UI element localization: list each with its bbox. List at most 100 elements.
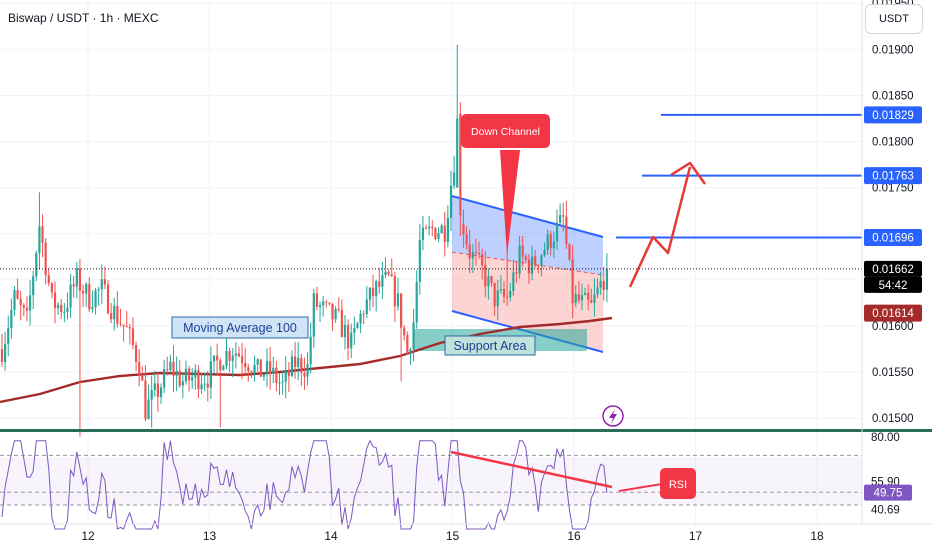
candle-body bbox=[187, 368, 191, 381]
candle bbox=[356, 321, 359, 329]
candle-body bbox=[515, 272, 518, 274]
moving-average-line bbox=[0, 316, 613, 404]
candle-body bbox=[415, 281, 418, 323]
candle-body bbox=[141, 374, 144, 381]
candle bbox=[515, 262, 518, 283]
channel-top-line bbox=[451, 195, 604, 238]
candle bbox=[113, 297, 116, 331]
candle bbox=[318, 301, 322, 322]
price-tick-label: 0.01600 bbox=[872, 321, 914, 333]
candle-body bbox=[387, 271, 390, 275]
rsi-callout-pointer bbox=[618, 483, 663, 492]
candle-body bbox=[81, 290, 85, 294]
candle bbox=[577, 281, 580, 304]
candle bbox=[181, 372, 184, 399]
candle-body bbox=[0, 349, 4, 362]
candle-body bbox=[38, 226, 41, 254]
candle-body bbox=[590, 299, 593, 303]
candle bbox=[72, 275, 75, 298]
candle bbox=[418, 224, 421, 295]
candle-body bbox=[325, 301, 328, 303]
candle bbox=[437, 227, 440, 243]
candle bbox=[493, 282, 496, 316]
candle-body bbox=[244, 362, 247, 368]
candle bbox=[41, 214, 44, 258]
candle-body bbox=[446, 217, 449, 243]
candle-body bbox=[10, 309, 13, 329]
candle bbox=[362, 310, 365, 325]
candle bbox=[368, 286, 372, 312]
candle bbox=[172, 345, 175, 393]
candle-body bbox=[178, 370, 181, 386]
candle-body bbox=[506, 296, 509, 298]
candle bbox=[565, 200, 568, 249]
candle bbox=[496, 279, 499, 321]
candle bbox=[225, 335, 228, 370]
candle-body bbox=[97, 289, 100, 291]
price-tick-label: 0.01750 bbox=[872, 183, 914, 195]
candle bbox=[28, 280, 32, 326]
candle bbox=[468, 229, 471, 274]
candle bbox=[106, 280, 110, 315]
candle-body bbox=[275, 367, 278, 383]
candle bbox=[384, 257, 387, 279]
candle-body bbox=[502, 288, 506, 297]
candle bbox=[131, 317, 135, 350]
candle bbox=[390, 258, 393, 277]
projection-path bbox=[628, 166, 692, 288]
currency-button[interactable]: USDT bbox=[865, 4, 923, 34]
candle-body bbox=[322, 301, 325, 306]
candle bbox=[206, 370, 209, 402]
candle bbox=[459, 102, 462, 237]
candle bbox=[178, 360, 181, 388]
candle bbox=[69, 273, 72, 319]
candle bbox=[278, 373, 281, 395]
candle bbox=[365, 286, 368, 318]
candle-body bbox=[434, 228, 437, 239]
candle bbox=[57, 302, 60, 315]
candle bbox=[421, 215, 425, 251]
price-tag bbox=[864, 276, 922, 293]
rsi-value-tag bbox=[864, 484, 912, 501]
candle-body bbox=[393, 275, 396, 307]
candle-body bbox=[306, 364, 309, 377]
price-tag bbox=[864, 167, 922, 185]
price-tag bbox=[864, 304, 922, 322]
candle-body bbox=[543, 250, 546, 256]
rsi-tick-label: 80.00 bbox=[871, 432, 900, 444]
candle bbox=[559, 203, 562, 225]
candle-body bbox=[431, 226, 434, 229]
candle bbox=[574, 285, 577, 308]
candle-body bbox=[287, 370, 290, 377]
price-tag bbox=[864, 260, 922, 277]
candle-body bbox=[209, 361, 213, 388]
candle-body bbox=[191, 377, 194, 381]
candle bbox=[552, 231, 555, 258]
candle-body bbox=[94, 290, 97, 307]
candle bbox=[100, 264, 103, 304]
candle-body bbox=[75, 268, 78, 287]
candle bbox=[119, 308, 122, 327]
candle-body bbox=[418, 240, 421, 282]
candle-body bbox=[465, 234, 468, 245]
rsi-callout-label: RSI bbox=[669, 479, 687, 491]
candle-body bbox=[443, 225, 446, 243]
candle-body bbox=[574, 294, 577, 304]
candle bbox=[203, 372, 206, 392]
candle-body bbox=[50, 283, 53, 293]
candle-body bbox=[474, 252, 478, 254]
price-tag-label: 54:42 bbox=[879, 280, 908, 292]
candle-body bbox=[459, 113, 462, 216]
candle-body bbox=[100, 279, 103, 290]
candle-body bbox=[596, 287, 599, 295]
candle-body bbox=[259, 359, 262, 377]
candle bbox=[159, 383, 163, 404]
candle bbox=[400, 292, 403, 382]
candle-body bbox=[312, 293, 315, 337]
candle-body bbox=[216, 355, 219, 361]
candle bbox=[134, 341, 138, 372]
candle bbox=[262, 372, 266, 381]
candle bbox=[219, 358, 222, 428]
